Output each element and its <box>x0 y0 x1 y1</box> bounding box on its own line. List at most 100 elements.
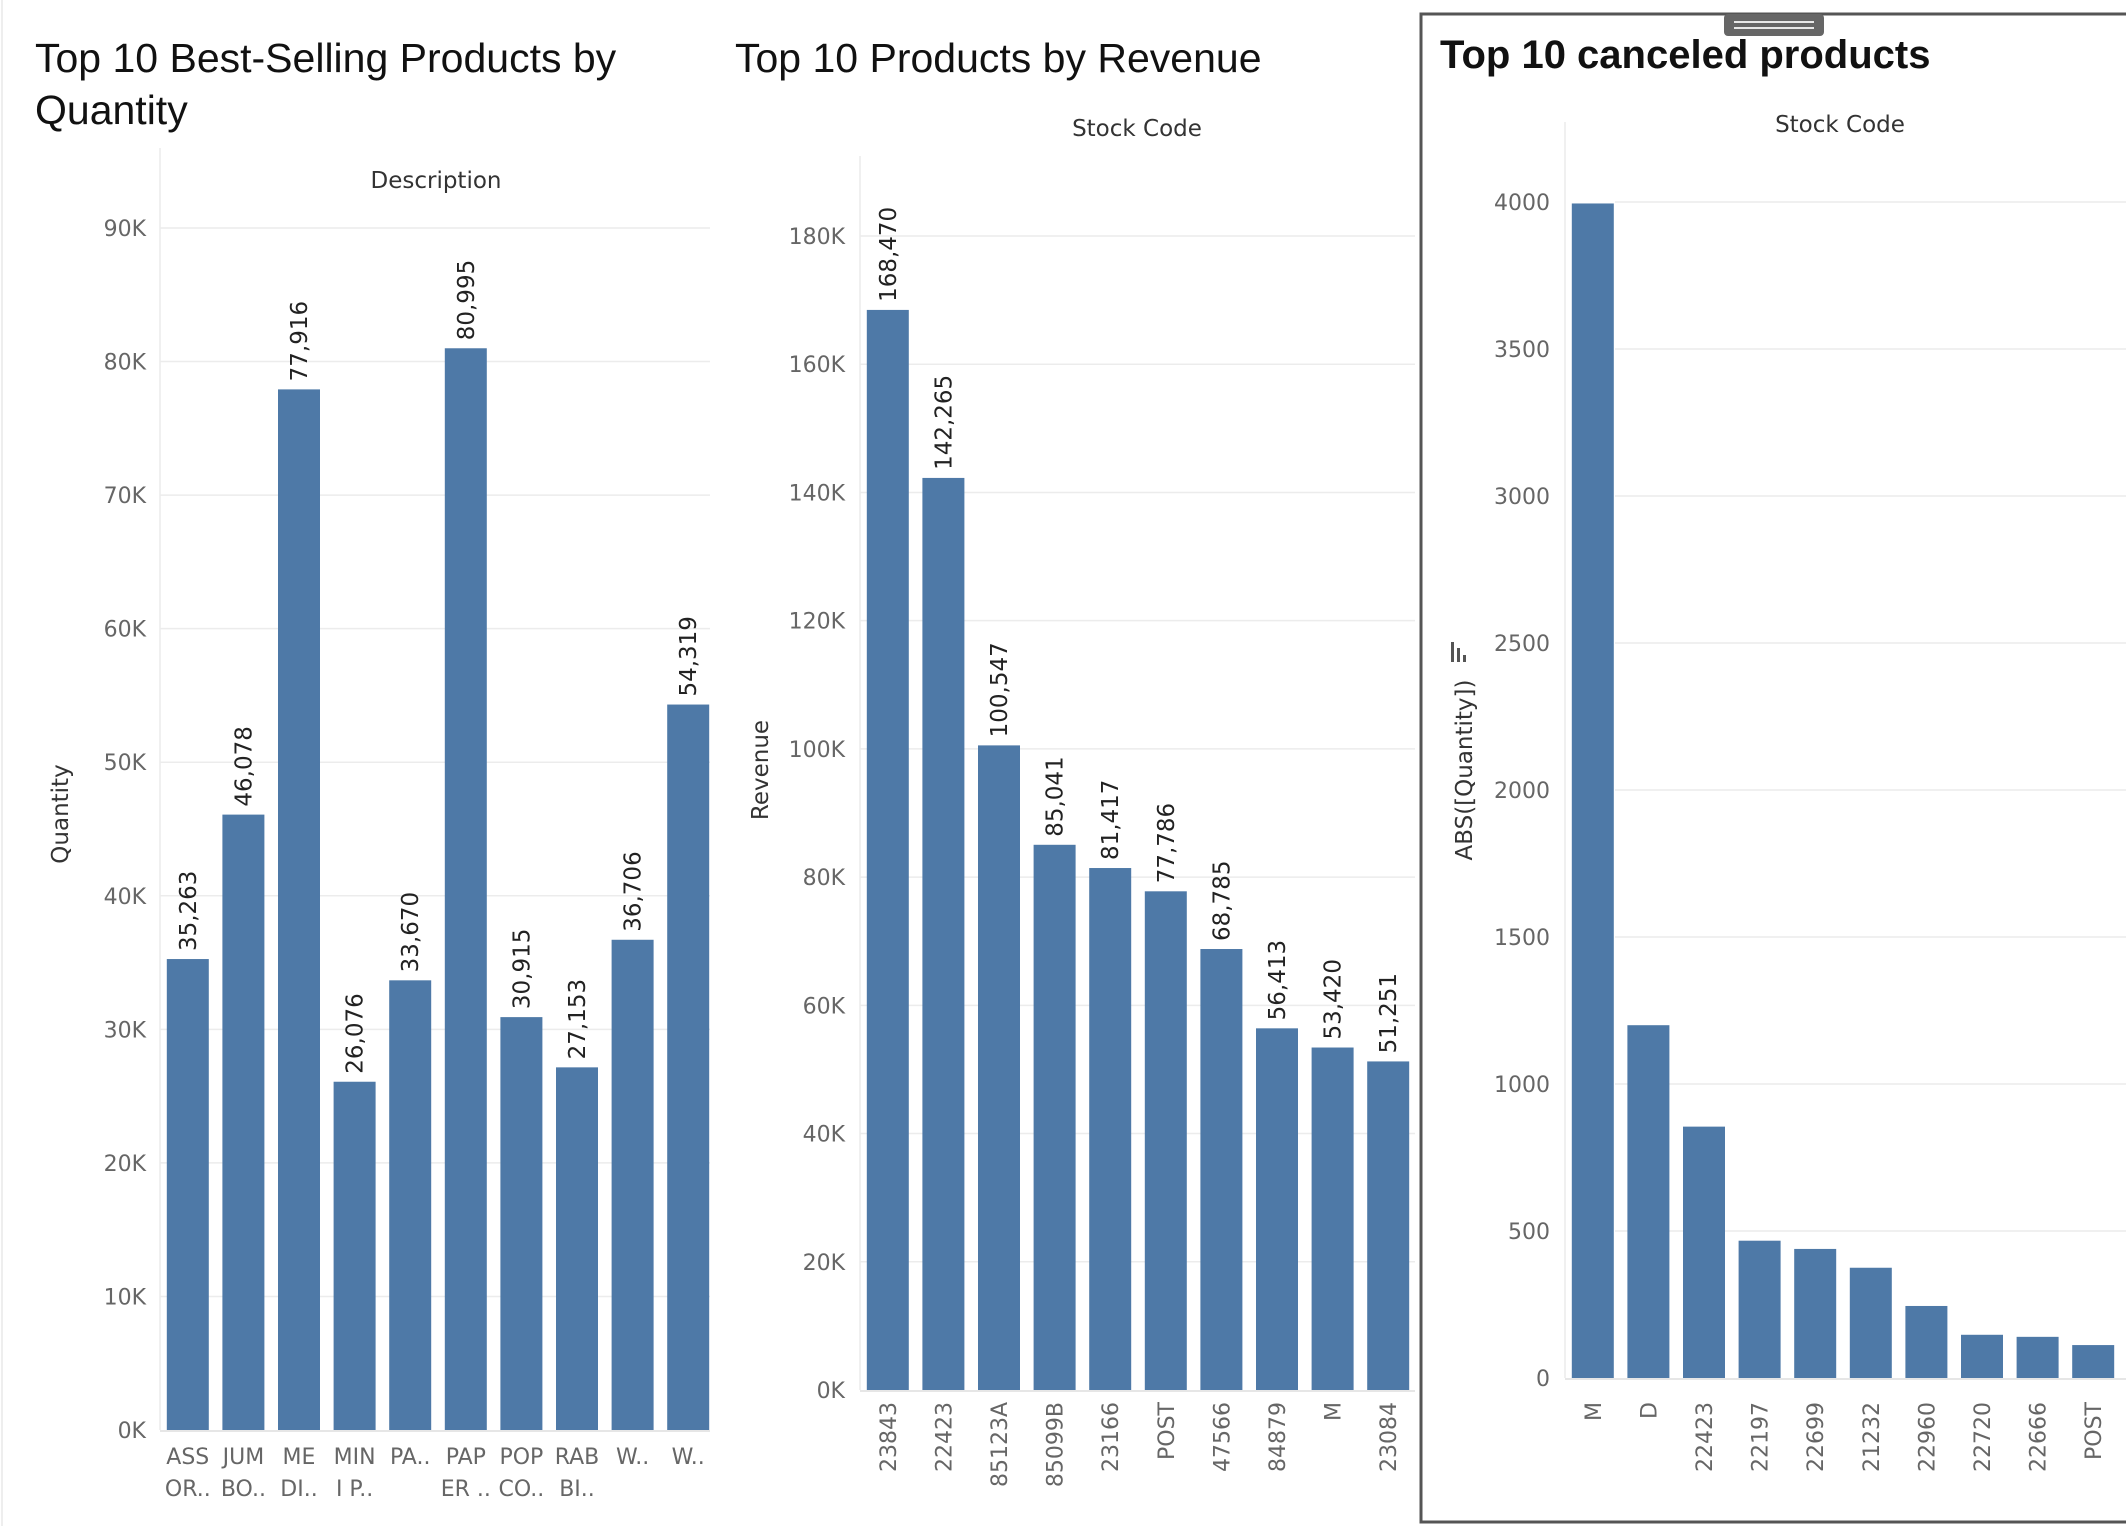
bar <box>1961 1334 2003 1378</box>
data-label: 85,041 <box>1043 756 1069 836</box>
category-label: POST <box>2082 1401 2107 1460</box>
category-label: MIN <box>334 1445 376 1470</box>
y-tick-label: 40K <box>803 1123 846 1148</box>
bar <box>333 1081 376 1430</box>
y-axis-title: Quantity <box>48 764 74 863</box>
data-label: 35,263 <box>176 871 202 951</box>
category-label: ME <box>283 1445 316 1470</box>
chart-1: Top 10 Best-Selling Products by Quantity D… <box>35 35 710 1502</box>
category-label: POP <box>499 1445 543 1470</box>
y-tick-label: 140K <box>789 481 846 506</box>
bar <box>1256 1028 1298 1390</box>
category-label: BI.. <box>559 1477 595 1502</box>
category-label: 22720 <box>1971 1402 1996 1472</box>
bar <box>500 1017 543 1430</box>
bar <box>1144 891 1187 1390</box>
y-tick-label: 20K <box>104 1152 147 1177</box>
data-label: 77,916 <box>287 301 313 381</box>
data-label: 168,470 <box>876 207 902 302</box>
data-label: 142,265 <box>931 375 957 470</box>
bar <box>2016 1336 2059 1378</box>
category-label: PAP <box>446 1445 486 1470</box>
y-tick-label: 90K <box>104 217 147 242</box>
y-tick-label: 1500 <box>1494 926 1550 951</box>
category-label: M <box>1582 1402 1607 1421</box>
data-label: 30,915 <box>509 929 535 1009</box>
category-label: D <box>1637 1402 1662 1419</box>
y-tick-label: 2000 <box>1494 779 1550 804</box>
y-tick-label: 2500 <box>1494 632 1550 657</box>
sort-icon[interactable] <box>1451 642 1466 662</box>
column-header: Stock Code <box>1775 112 1905 138</box>
bar <box>2072 1345 2115 1378</box>
category-label: W.. <box>672 1445 705 1470</box>
category-label: 22666 <box>2027 1402 2052 1472</box>
category-label: OR.. <box>165 1477 211 1502</box>
chart-title: Top 10 Products by Revenue <box>735 35 1262 81</box>
y-tick-label: 30K <box>104 1018 147 1043</box>
category-label: 22197 <box>1749 1402 1774 1472</box>
y-tick-label: 160K <box>789 353 846 378</box>
category-label: CO.. <box>499 1477 545 1502</box>
y-axis-title: ABS([Quantity]) <box>1452 680 1478 861</box>
category-label: DI.. <box>280 1477 317 1502</box>
category-label: 84879 <box>1266 1402 1291 1472</box>
sort-icon-bar <box>1463 655 1466 662</box>
data-label: 56,413 <box>1265 940 1291 1020</box>
sort-icon-bar <box>1457 648 1460 662</box>
chart-3: Top 10 canceled products Stock Code ABS([Q… <box>1440 33 2126 1472</box>
bar <box>667 704 710 1430</box>
y-tick-label: 80K <box>803 866 846 891</box>
category-label: 22960 <box>1915 1402 1940 1472</box>
panel-drag-handle-bg <box>1724 14 1824 36</box>
category-label: 23084 <box>1377 1402 1402 1472</box>
category-label: 23166 <box>1099 1402 1124 1472</box>
bar <box>1033 844 1076 1390</box>
chart-title: Top 10 canceled products <box>1440 33 1931 77</box>
panel-drag-handle[interactable] <box>1724 14 1824 36</box>
bar <box>166 959 209 1430</box>
bar <box>922 477 965 1390</box>
category-label: 22699 <box>1804 1402 1829 1472</box>
bar <box>1200 949 1243 1390</box>
category-label: I P.. <box>336 1477 373 1502</box>
category-label: ASS <box>166 1445 209 1470</box>
y-tick-label: 120K <box>789 610 846 635</box>
bar <box>1571 203 1614 1379</box>
bar <box>978 745 1020 1390</box>
category-label: 85123A <box>988 1402 1013 1487</box>
y-tick-label: 3000 <box>1494 485 1550 510</box>
category-label: M <box>1322 1402 1347 1421</box>
bar <box>1089 868 1132 1390</box>
category-label: 85099B <box>1044 1402 1069 1487</box>
bar <box>1794 1248 1837 1378</box>
bar <box>556 1067 598 1430</box>
data-label: 68,785 <box>1209 861 1235 941</box>
bar <box>1627 1025 1670 1378</box>
column-header: Description <box>371 168 502 194</box>
bar <box>1367 1061 1410 1390</box>
data-label: 36,706 <box>621 851 647 931</box>
bar <box>1738 1240 1781 1378</box>
bar <box>444 348 487 1430</box>
bar <box>1311 1047 1354 1390</box>
data-label: 46,078 <box>231 726 257 806</box>
category-label: ER .. <box>441 1477 491 1502</box>
bar <box>222 814 265 1430</box>
category-label: BO.. <box>221 1477 266 1502</box>
y-tick-label: 0K <box>118 1419 147 1444</box>
bar <box>1849 1267 1892 1378</box>
y-tick-label: 40K <box>104 885 147 910</box>
bar <box>611 939 654 1430</box>
category-label: 47566 <box>1210 1402 1235 1472</box>
y-tick-label: 70K <box>104 484 147 509</box>
chart-title: Quantity <box>35 87 188 133</box>
data-label: 27,153 <box>565 979 591 1059</box>
column-header: Stock Code <box>1072 116 1202 142</box>
data-label: 33,670 <box>398 892 424 972</box>
y-tick-label: 10K <box>104 1285 147 1310</box>
bar <box>1683 1126 1725 1378</box>
category-label: JUM <box>221 1445 265 1470</box>
bar <box>866 309 909 1390</box>
